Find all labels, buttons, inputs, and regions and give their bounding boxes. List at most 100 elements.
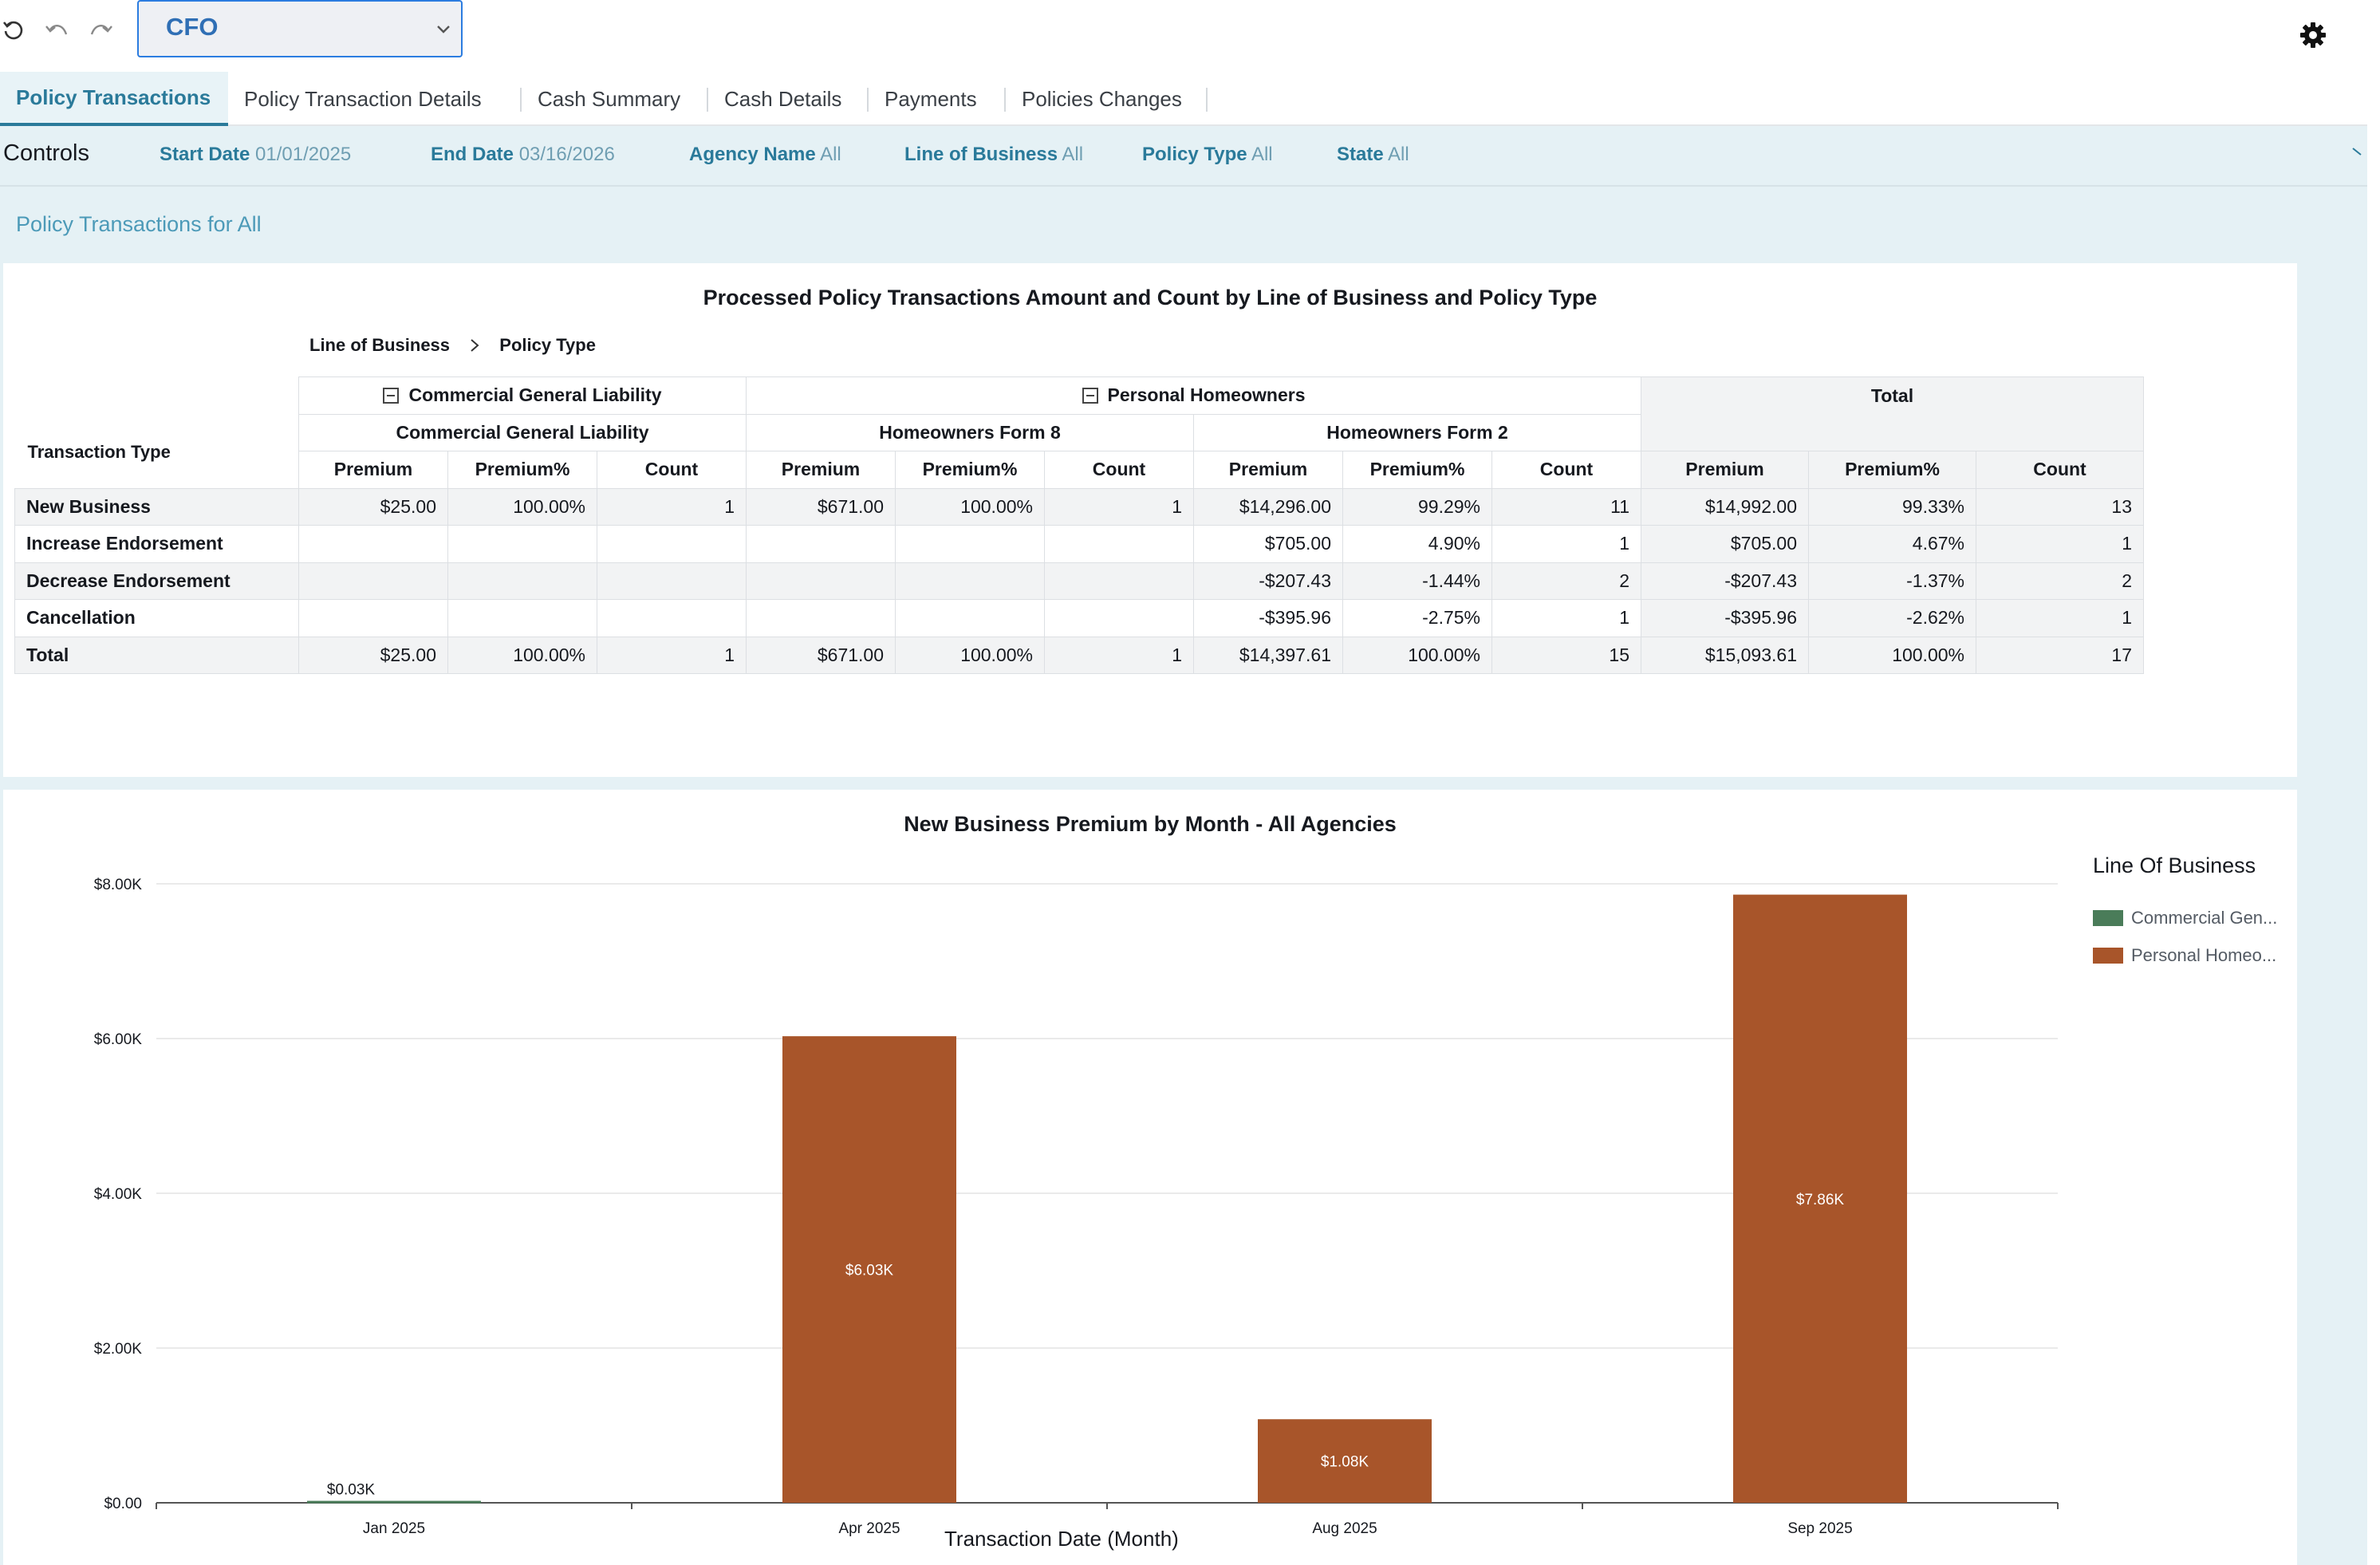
table-cell: $671.00 <box>746 487 896 526</box>
tab-policies-changes[interactable]: Policies Changes <box>1022 72 1182 126</box>
chart-title: New Business Premium by Month - All Agen… <box>904 812 1397 836</box>
table-cell <box>895 562 1045 600</box>
table-cell <box>597 562 747 600</box>
bar <box>782 1036 956 1503</box>
table-cell: -$207.43 <box>1641 562 1809 600</box>
table-cell: -2.62% <box>1808 599 1976 637</box>
legend-swatch <box>2093 910 2123 926</box>
gear-icon[interactable] <box>2297 19 2329 51</box>
y-tick-label: $6.00K <box>94 1031 143 1048</box>
table-cell <box>298 599 448 637</box>
table-cell <box>1044 525 1194 563</box>
tab-policy-transaction-details[interactable]: Policy Transaction Details <box>244 72 482 126</box>
tab-divider <box>707 88 708 112</box>
table-row: Cancellation -$395.96 -2.75% 1 -$395.96 -2.62… <box>14 599 2144 637</box>
table-cell: 17 <box>1976 636 2144 674</box>
legend-label: Commercial Gen... <box>2131 908 2278 928</box>
reset-icon[interactable] <box>0 18 27 45</box>
table-cell: 100.00% <box>447 636 597 674</box>
filter-value: 01/01/2025 <box>255 144 352 165</box>
table-cell <box>597 525 747 563</box>
table-cell: $15,093.61 <box>1641 636 1809 674</box>
table-cell: 2 <box>1976 562 2144 600</box>
legend-item-personal[interactable]: Personal Homeo... <box>2093 945 2276 966</box>
tab-payments[interactable]: Payments <box>885 72 977 126</box>
collapse-icon[interactable] <box>2351 145 2364 158</box>
controls-title: Controls <box>3 140 89 166</box>
sheet-selector[interactable]: CFO <box>137 0 463 57</box>
breadcrumb-item[interactable]: Policy Type <box>499 335 596 355</box>
measure-header: Premium% <box>895 451 1045 489</box>
tab-label: Payments <box>885 86 977 111</box>
table-cell <box>597 599 747 637</box>
legend-item-commercial[interactable]: Commercial Gen... <box>2093 908 2277 928</box>
filter-line-of-business[interactable]: Line of Business All <box>904 144 1083 166</box>
filter-policy-type[interactable]: Policy Type All <box>1142 144 1273 166</box>
table-cell: 15 <box>1491 636 1641 674</box>
measure-header: Premium <box>1193 451 1343 489</box>
row-label: Decrease Endorsement <box>14 562 299 600</box>
table-cell: -1.44% <box>1342 562 1492 600</box>
redo-icon[interactable] <box>88 18 115 45</box>
y-tick-label: $8.00K <box>94 877 143 893</box>
filter-end-date[interactable]: End Date 03/16/2026 <box>431 144 615 166</box>
table-cell: 11 <box>1491 487 1641 526</box>
table-cell: -1.37% <box>1808 562 1976 600</box>
table-cell: 2 <box>1491 562 1641 600</box>
filter-agency-name[interactable]: Agency Name All <box>689 144 841 166</box>
legend-label: Personal Homeo... <box>2131 945 2277 965</box>
tab-cash-summary[interactable]: Cash Summary <box>538 72 680 126</box>
bar <box>1733 894 1907 1503</box>
filter-state[interactable]: State All <box>1337 144 1409 166</box>
lob-header-commercial[interactable]: Commercial General Liability <box>298 376 747 415</box>
total-header: Total <box>1641 376 2144 451</box>
table-cell: 100.00% <box>895 636 1045 674</box>
bar-chart-card <box>3 790 2297 1565</box>
y-tick-label: $0.00 <box>104 1496 142 1512</box>
table-cell: $14,397.61 <box>1193 636 1343 674</box>
measure-header: Count <box>1976 451 2144 489</box>
table-cell: $705.00 <box>1641 525 1809 563</box>
pivot-table-title: Processed Policy Transactions Amount and… <box>703 286 1598 309</box>
filter-value: All <box>1062 144 1084 165</box>
tab-divider <box>1004 88 1006 112</box>
tab-label: Cash Details <box>724 86 842 111</box>
policy-type-header: Homeowners Form 8 <box>746 413 1194 451</box>
x-tick-label: Sep 2025 <box>1787 1520 1852 1537</box>
measure-header: Count <box>597 451 747 489</box>
collapse-minus-icon[interactable] <box>383 388 400 404</box>
table-cell <box>746 525 896 563</box>
filter-label: Agency Name <box>689 144 816 165</box>
collapse-minus-icon[interactable] <box>1082 388 1098 404</box>
filter-label: Line of Business <box>904 144 1058 165</box>
filter-label: End Date <box>431 144 514 165</box>
breadcrumb-item[interactable]: Line of Business <box>309 335 451 355</box>
measure-header: Premium% <box>1808 451 1976 489</box>
table-row: Decrease Endorsement -$207.43 -1.44% 2 -$207… <box>14 562 2144 600</box>
tab-divider <box>867 88 869 112</box>
tab-policy-transactions[interactable]: Policy Transactions <box>0 72 228 126</box>
table-cell: $25.00 <box>298 636 448 674</box>
filter-start-date[interactable]: Start Date 01/01/2025 <box>160 144 351 166</box>
table-cell: 100.00% <box>1342 636 1492 674</box>
filter-value: 03/16/2026 <box>518 144 615 165</box>
tab-label: Cash Summary <box>538 86 681 111</box>
table-cell <box>447 599 597 637</box>
lob-header-personal[interactable]: Personal Homeowners <box>746 376 1641 415</box>
table-cell: 1 <box>597 487 747 526</box>
breadcrumb: Line of Business Policy Type <box>309 335 596 356</box>
measure-header: Premium% <box>1342 451 1492 489</box>
tab-cash-details[interactable]: Cash Details <box>724 72 841 126</box>
table-cell: 99.33% <box>1808 487 1976 526</box>
undo-icon[interactable] <box>43 18 70 45</box>
bar-chart: $0.00 $2.00K $4.00K $6.00K $8.00K Jan 2025 $0.… <box>94 877 2059 1537</box>
table-cell <box>895 599 1045 637</box>
x-axis-title: Transaction Date (Month) <box>944 1527 1179 1551</box>
row-label: New Business <box>14 487 299 526</box>
table-cell: -$395.96 <box>1193 599 1343 637</box>
measure-header: Count <box>1491 451 1641 489</box>
table-cell <box>746 599 896 637</box>
data-label: $6.03K <box>845 1263 894 1279</box>
x-tick-label: Jan 2025 <box>363 1520 425 1537</box>
table-cell <box>746 562 896 600</box>
